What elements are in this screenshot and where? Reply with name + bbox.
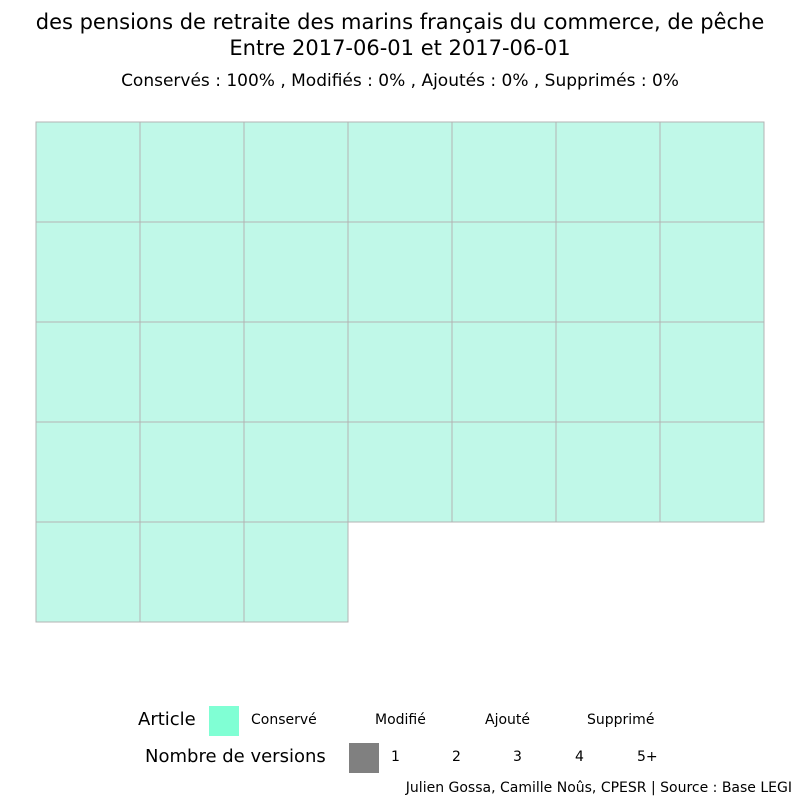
waffle-cell: [243, 321, 349, 423]
waffle-cell: [243, 121, 349, 223]
waffle-cell: [347, 421, 453, 523]
waffle-cell: [659, 121, 765, 223]
waffle-cell: [243, 521, 349, 623]
waffle-cell: [347, 121, 453, 223]
waffle-cell: [35, 421, 141, 523]
waffle-cell: [451, 221, 557, 323]
waffle-cell: [139, 421, 245, 523]
waffle-cell: [243, 221, 349, 323]
waffle-cell: [555, 221, 661, 323]
waffle-cell: [659, 421, 765, 523]
waffle-cell: [35, 221, 141, 323]
waffle-grid: [35, 121, 765, 623]
waffle-cell: [659, 321, 765, 423]
legend-key-conserve: [209, 706, 239, 736]
legend-label-conserve: Conservé: [251, 712, 317, 728]
waffle-cell: [139, 321, 245, 423]
legend-versions-title: Nombre de versions: [145, 746, 326, 767]
waffle-cell: [35, 121, 141, 223]
waffle-cell: [659, 221, 765, 323]
legend-label-v1: 1: [391, 749, 400, 765]
waffle-cell: [35, 321, 141, 423]
waffle-cell: [139, 521, 245, 623]
chart-date-range: Entre 2017-06-01 et 2017-06-01: [229, 36, 571, 60]
legend-key-versions: [349, 743, 379, 773]
legend-label-v5plus: 5+: [637, 749, 658, 765]
waffle-cell: [555, 321, 661, 423]
chart-title: des pensions de retraite des marins fran…: [35, 10, 765, 34]
legend-label-v2: 2: [452, 749, 461, 765]
waffle-cell: [451, 421, 557, 523]
waffle-cell: [139, 221, 245, 323]
waffle-cell: [139, 121, 245, 223]
chart-caption: Julien Gossa, Camille Noûs, CPESR | Sour…: [405, 780, 792, 796]
legend-label-v3: 3: [513, 749, 522, 765]
chart-stats-subtitle: Conservés : 100% , Modifiés : 0% , Ajout…: [121, 71, 679, 91]
waffle-cell: [451, 121, 557, 223]
waffle-cell: [35, 521, 141, 623]
waffle-cell: [451, 321, 557, 423]
legend-label-ajoute: Ajouté: [485, 712, 531, 728]
waffle-cell: [555, 421, 661, 523]
waffle-cell: [347, 321, 453, 423]
waffle-cell: [347, 221, 453, 323]
waffle-cell: [555, 121, 661, 223]
waffle-cell: [243, 421, 349, 523]
legend-label-supprime: Supprimé: [587, 712, 655, 728]
legend-label-v4: 4: [575, 749, 584, 765]
legend-article-title: Article: [138, 709, 196, 730]
legend-label-modifie: Modifié: [375, 712, 426, 728]
